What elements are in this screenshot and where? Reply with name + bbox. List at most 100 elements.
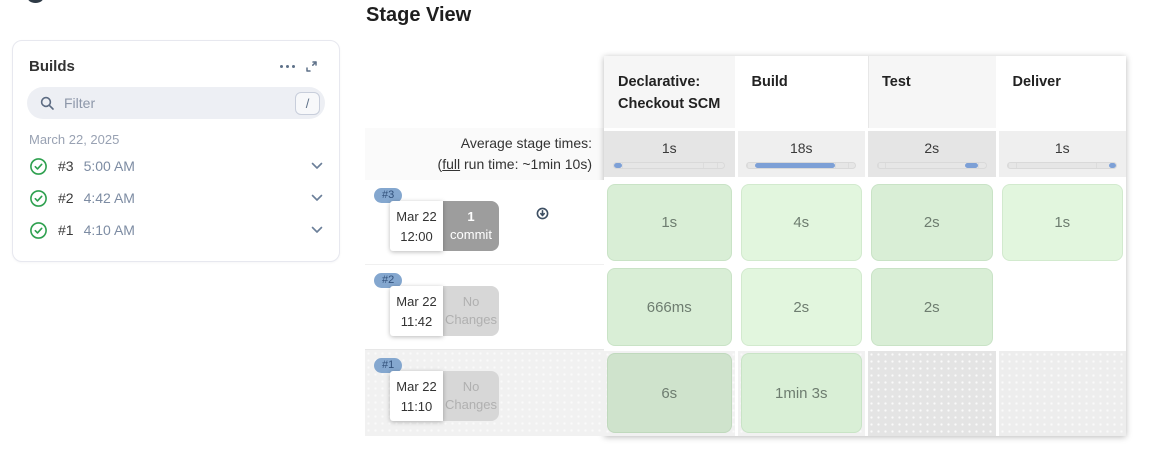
stage-duration: 1s xyxy=(1054,214,1071,231)
stage-table-rail: Average stage times: (full run time: ~1m… xyxy=(365,56,604,436)
stage-result-box[interactable]: 2s xyxy=(871,184,993,261)
commit-count-box[interactable]: 1 commit xyxy=(443,201,499,251)
stage-header-test: Test xyxy=(865,56,996,128)
stage-duration: 1s xyxy=(661,214,678,231)
build-date-card[interactable]: Mar 22 11:10 xyxy=(390,371,443,421)
build-date-card[interactable]: Mar 22 12:00 xyxy=(390,201,443,251)
stage-result-box[interactable]: 1min 3s xyxy=(740,353,862,433)
page-title: Stage View xyxy=(366,4,472,26)
avg-time-bar xyxy=(746,161,857,169)
stage-cell: 2s xyxy=(865,180,996,264)
chevron-down-icon xyxy=(311,194,323,201)
expand-panel-button[interactable] xyxy=(299,56,323,76)
stage-result-box[interactable]: 666ms xyxy=(607,268,732,346)
stage-duration: 4s xyxy=(793,214,810,231)
stage-result-box[interactable]: 4s xyxy=(740,184,862,261)
avg-time-bar xyxy=(613,161,726,169)
expand-build-button[interactable] xyxy=(311,162,323,170)
stage-header-checkout: Declarative: Checkout SCM xyxy=(604,56,735,128)
stage-cell: 1s xyxy=(995,180,1126,264)
stage-result-box[interactable]: 2s xyxy=(740,268,862,346)
stage-cell-not-run xyxy=(865,349,996,436)
no-changes-box: No Changes xyxy=(443,371,499,421)
build-list-item-2[interactable]: #2 4:42 AM xyxy=(13,182,339,214)
build-clock-time: 11:42 xyxy=(400,313,433,329)
date-group-label: March 22, 2025 xyxy=(29,132,120,147)
stage-result-box[interactable]: 1s xyxy=(607,184,732,261)
expand-icon xyxy=(305,60,317,72)
stage-duration: 2s xyxy=(923,298,940,316)
ellipsis-icon xyxy=(279,64,295,68)
stage-duration: 666ms xyxy=(646,298,692,316)
stage-duration: 2s xyxy=(923,214,940,231)
avg-time-bar xyxy=(876,161,987,169)
chevron-down-icon xyxy=(311,226,323,233)
avg-time-bar xyxy=(1007,161,1118,169)
builds-title: Builds xyxy=(29,57,75,75)
chevron-down-icon xyxy=(311,162,323,169)
builds-menu-button[interactable] xyxy=(275,56,299,76)
build-number-badge: #3 xyxy=(374,188,403,203)
build-list-item-1[interactable]: #1 4:10 AM xyxy=(13,214,339,246)
avg-label-line2: (full run time: ~1min 10s) xyxy=(437,156,592,172)
build-time: 4:10 AM xyxy=(83,222,135,238)
build-number: #3 xyxy=(58,158,74,174)
filter-shortcut-badge: / xyxy=(295,91,320,115)
avg-cell-build: 18s xyxy=(734,128,865,180)
build-date-card[interactable]: Mar 22 11:42 xyxy=(390,286,443,336)
logo-partial xyxy=(27,0,44,3)
stage-cell: 2s xyxy=(865,264,996,349)
stage-cell: 4s xyxy=(734,180,865,264)
stage-cell-not-run xyxy=(995,264,1126,349)
full-run-time-link[interactable]: full xyxy=(442,156,461,172)
stage-duration: 2s xyxy=(793,298,810,316)
builds-panel-header: Builds xyxy=(13,41,339,85)
build-row-label-3: #3 Mar 22 12:00 1 commit xyxy=(365,180,604,264)
avg-cell-deliver: 1s xyxy=(995,128,1126,180)
avg-label-line1: Average stage times: xyxy=(460,135,592,151)
commit-label: commit xyxy=(450,227,492,242)
expand-build-button[interactable] xyxy=(311,194,323,202)
filter-input[interactable] xyxy=(55,95,295,111)
avg-time: 18s xyxy=(789,139,813,156)
search-icon xyxy=(40,96,54,110)
build-date: Mar 22 xyxy=(396,208,437,224)
build-number-badge: #2 xyxy=(374,273,403,288)
build-number: #2 xyxy=(58,190,74,206)
check-circle-icon xyxy=(30,189,47,207)
build-date: Mar 22 xyxy=(396,293,437,309)
commit-count: 1 xyxy=(467,208,475,224)
builds-panel: Builds / March 22, 2025 #3 5:00 AM #2 xyxy=(12,40,340,262)
check-circle-icon xyxy=(30,221,47,239)
stage-view-table: Average stage times: (full run time: ~1m… xyxy=(365,56,1126,436)
expand-build-button[interactable] xyxy=(311,226,323,234)
rail-header-spacer xyxy=(365,56,604,128)
avg-time: 1s xyxy=(1054,139,1070,156)
stage-cell: 666ms xyxy=(604,264,735,349)
average-stage-times-label: Average stage times: (full run time: ~1m… xyxy=(365,128,604,180)
build-clock-time: 12:00 xyxy=(400,228,433,244)
stage-cell: 1min 3s xyxy=(734,349,865,436)
stage-grid: Declarative: Checkout SCM Build Test Del… xyxy=(604,56,1126,436)
build-row-label-1: #1 Mar 22 11:10 No Changes xyxy=(365,349,604,436)
stage-cell: 2s xyxy=(734,264,865,349)
build-list-item-3[interactable]: #3 5:00 AM xyxy=(13,150,339,182)
stage-result-box[interactable]: 6s xyxy=(607,353,732,433)
avg-time: 2s xyxy=(924,139,940,156)
build-clock-time: 11:10 xyxy=(400,398,433,414)
stage-result-box[interactable]: 1s xyxy=(1001,184,1123,261)
stage-cell: 6s xyxy=(604,349,735,436)
stage-cell: 1s xyxy=(604,180,735,264)
build-date: Mar 22 xyxy=(396,378,437,394)
stage-header-build: Build xyxy=(734,56,865,128)
stage-duration: 6s xyxy=(661,384,678,402)
filter-field: / xyxy=(27,87,325,119)
build-number: #1 xyxy=(58,222,74,238)
stage-cell-not-run xyxy=(995,349,1126,436)
build-time: 5:00 AM xyxy=(83,158,135,174)
stage-header-deliver: Deliver xyxy=(995,56,1126,128)
avg-cell-test: 2s xyxy=(865,128,996,180)
stage-result-box[interactable]: 2s xyxy=(871,268,993,346)
build-number-badge: #1 xyxy=(374,358,403,373)
no-changes-box: No Changes xyxy=(443,286,499,336)
